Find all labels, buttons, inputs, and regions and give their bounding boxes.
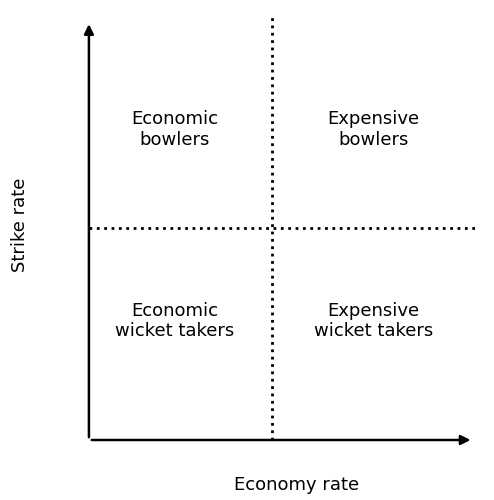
Text: Economy rate: Economy rate [234, 476, 359, 494]
Text: Expensive
wicket takers: Expensive wicket takers [314, 302, 433, 341]
Text: Expensive
bowlers: Expensive bowlers [328, 110, 420, 149]
Text: Economic
bowlers: Economic bowlers [131, 110, 218, 149]
Text: Strike rate: Strike rate [11, 178, 29, 272]
Text: Economic
wicket takers: Economic wicket takers [115, 302, 234, 341]
